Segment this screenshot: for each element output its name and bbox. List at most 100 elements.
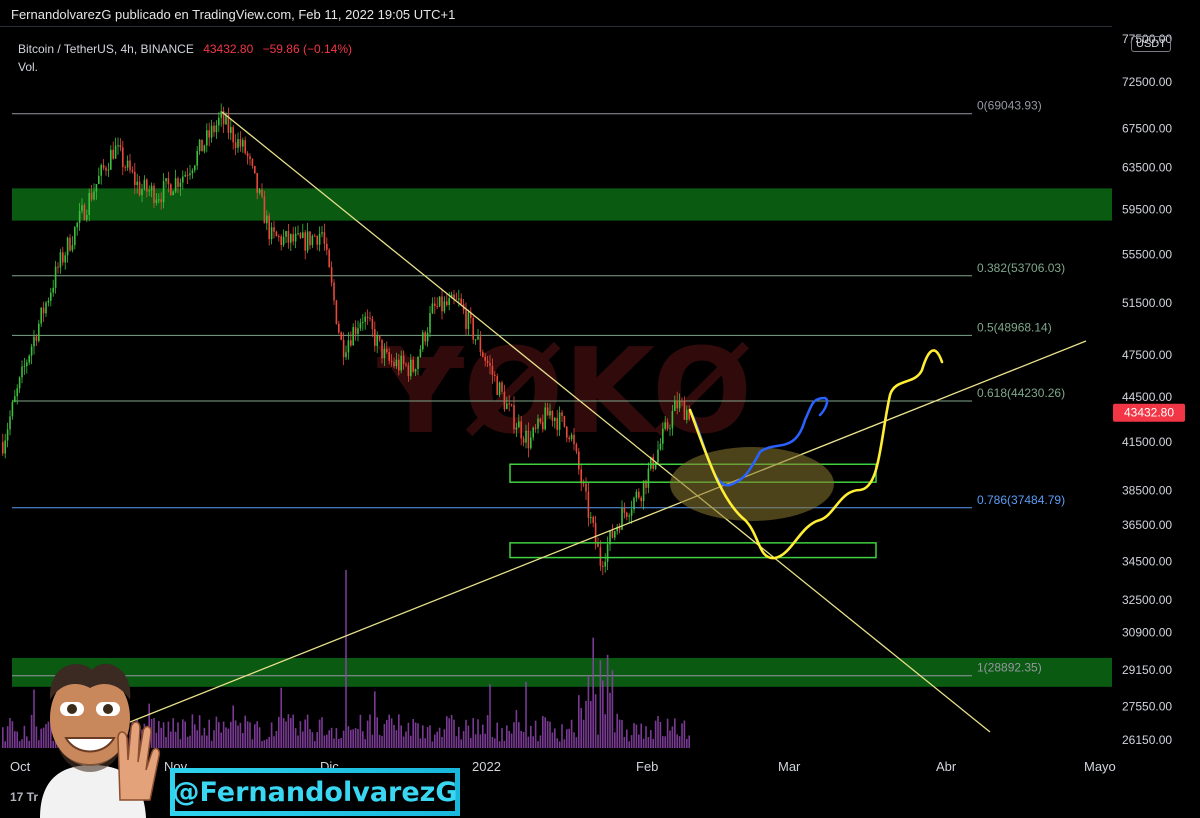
candle-body: [160, 199, 163, 203]
volume-bar: [170, 731, 172, 748]
symbol-legend[interactable]: Bitcoin / TetherUS, 4h, BINANCE 43432.80…: [18, 42, 352, 56]
volume-bar: [35, 726, 38, 748]
candle-body: [246, 153, 249, 157]
volume-bar: [633, 723, 635, 748]
volume-bar: [558, 741, 561, 748]
candle-body: [182, 176, 184, 183]
candle-body: [381, 339, 383, 359]
volume-bar: [390, 718, 393, 748]
volume-bar: [50, 718, 52, 748]
highlight-ellipse: [670, 447, 834, 521]
candle-body: [426, 332, 429, 342]
volume-bar: [23, 725, 26, 748]
volume-bar: [573, 732, 575, 748]
volume-bar: [686, 738, 688, 748]
candle-body: [119, 145, 122, 148]
candle-body: [155, 199, 158, 203]
volume-bar: [402, 736, 405, 748]
candle-body: [244, 140, 247, 154]
volume-bar: [304, 719, 307, 748]
time-tick-label: Mar: [778, 759, 801, 774]
volume-bar: [688, 735, 691, 748]
candle-body: [431, 303, 434, 314]
candle-body: [316, 236, 319, 245]
candle-body: [585, 483, 587, 492]
candle-body: [472, 318, 475, 340]
volume-bar: [45, 724, 47, 748]
volume-bar: [575, 737, 578, 748]
volume-bar: [160, 727, 163, 748]
volume-bar: [431, 741, 434, 748]
candles-layer: [2, 103, 691, 576]
candle-body: [460, 298, 463, 305]
volume-bar: [182, 719, 184, 748]
candle-body: [448, 298, 451, 305]
volume-bar: [611, 670, 614, 748]
volume-bar: [472, 717, 475, 748]
candle-body: [124, 167, 127, 169]
candle-body: [196, 151, 199, 166]
candle-body: [165, 178, 167, 182]
volume-bar: [520, 730, 523, 748]
candle-body: [338, 323, 340, 333]
volume-bar: [400, 725, 403, 748]
candle-body: [422, 332, 424, 350]
time-tick-label: Feb: [636, 759, 658, 774]
volume-bar: [652, 738, 655, 748]
candle-body: [333, 282, 335, 301]
candle-body: [86, 214, 88, 221]
candle-body: [357, 328, 359, 334]
candle-body: [450, 294, 453, 299]
candle-body: [30, 346, 33, 356]
volume-bar: [570, 719, 573, 748]
price-axis[interactable]: 77500.00 72500.00 67500.00 63500.00 59500.00…: [1113, 32, 1185, 747]
candle-body: [256, 173, 259, 193]
candle-body: [522, 438, 525, 443]
volume-bar: [369, 714, 371, 748]
candle-body: [590, 517, 592, 519]
time-axis[interactable]: Oct Nov Dic 2022 Feb Mar Abr Mayo: [10, 759, 1116, 774]
volume-bar: [470, 738, 472, 748]
time-tick-label: Abr: [936, 759, 957, 774]
volume-bar: [323, 735, 326, 748]
volume-bar: [592, 637, 595, 748]
candle-body: [258, 189, 261, 193]
candle-body: [306, 231, 309, 251]
volume-bar: [2, 727, 4, 748]
volume-bar: [359, 714, 362, 748]
volume-bar: [287, 714, 290, 748]
volume-bar: [155, 732, 158, 748]
candle-body: [50, 292, 52, 301]
candle-body: [170, 184, 172, 196]
candle-body: [441, 296, 443, 312]
volume-bar: [292, 714, 295, 748]
volume-bar: [40, 728, 43, 748]
volume-bar: [357, 728, 359, 748]
volume-bar: [645, 726, 647, 748]
currency-badge[interactable]: USDT: [1131, 36, 1171, 52]
candle-body: [33, 336, 35, 347]
volume-bar: [518, 722, 520, 748]
zone-resistance: [12, 188, 1112, 221]
candle-body: [417, 356, 419, 369]
candle-body: [227, 115, 230, 133]
candle-body: [177, 178, 179, 187]
volume-bar: [246, 721, 249, 748]
volume-bar: [290, 718, 292, 748]
candle-body: [465, 310, 467, 329]
volume-bar: [503, 740, 506, 748]
volume-bar: [263, 740, 266, 748]
volume-bar: [453, 719, 455, 748]
volume-bar: [227, 728, 230, 748]
volume-legend[interactable]: Vol.: [18, 60, 39, 74]
candle-body: [292, 234, 295, 242]
candle-body: [105, 167, 107, 171]
tradingview-logo[interactable]: 17 Tr: [10, 790, 39, 804]
volume-bar: [664, 736, 667, 748]
volume-bar: [597, 734, 599, 748]
volume-bar: [314, 741, 316, 748]
candle-body: [239, 139, 242, 147]
candle-body: [134, 171, 136, 186]
candle-body: [299, 233, 302, 238]
